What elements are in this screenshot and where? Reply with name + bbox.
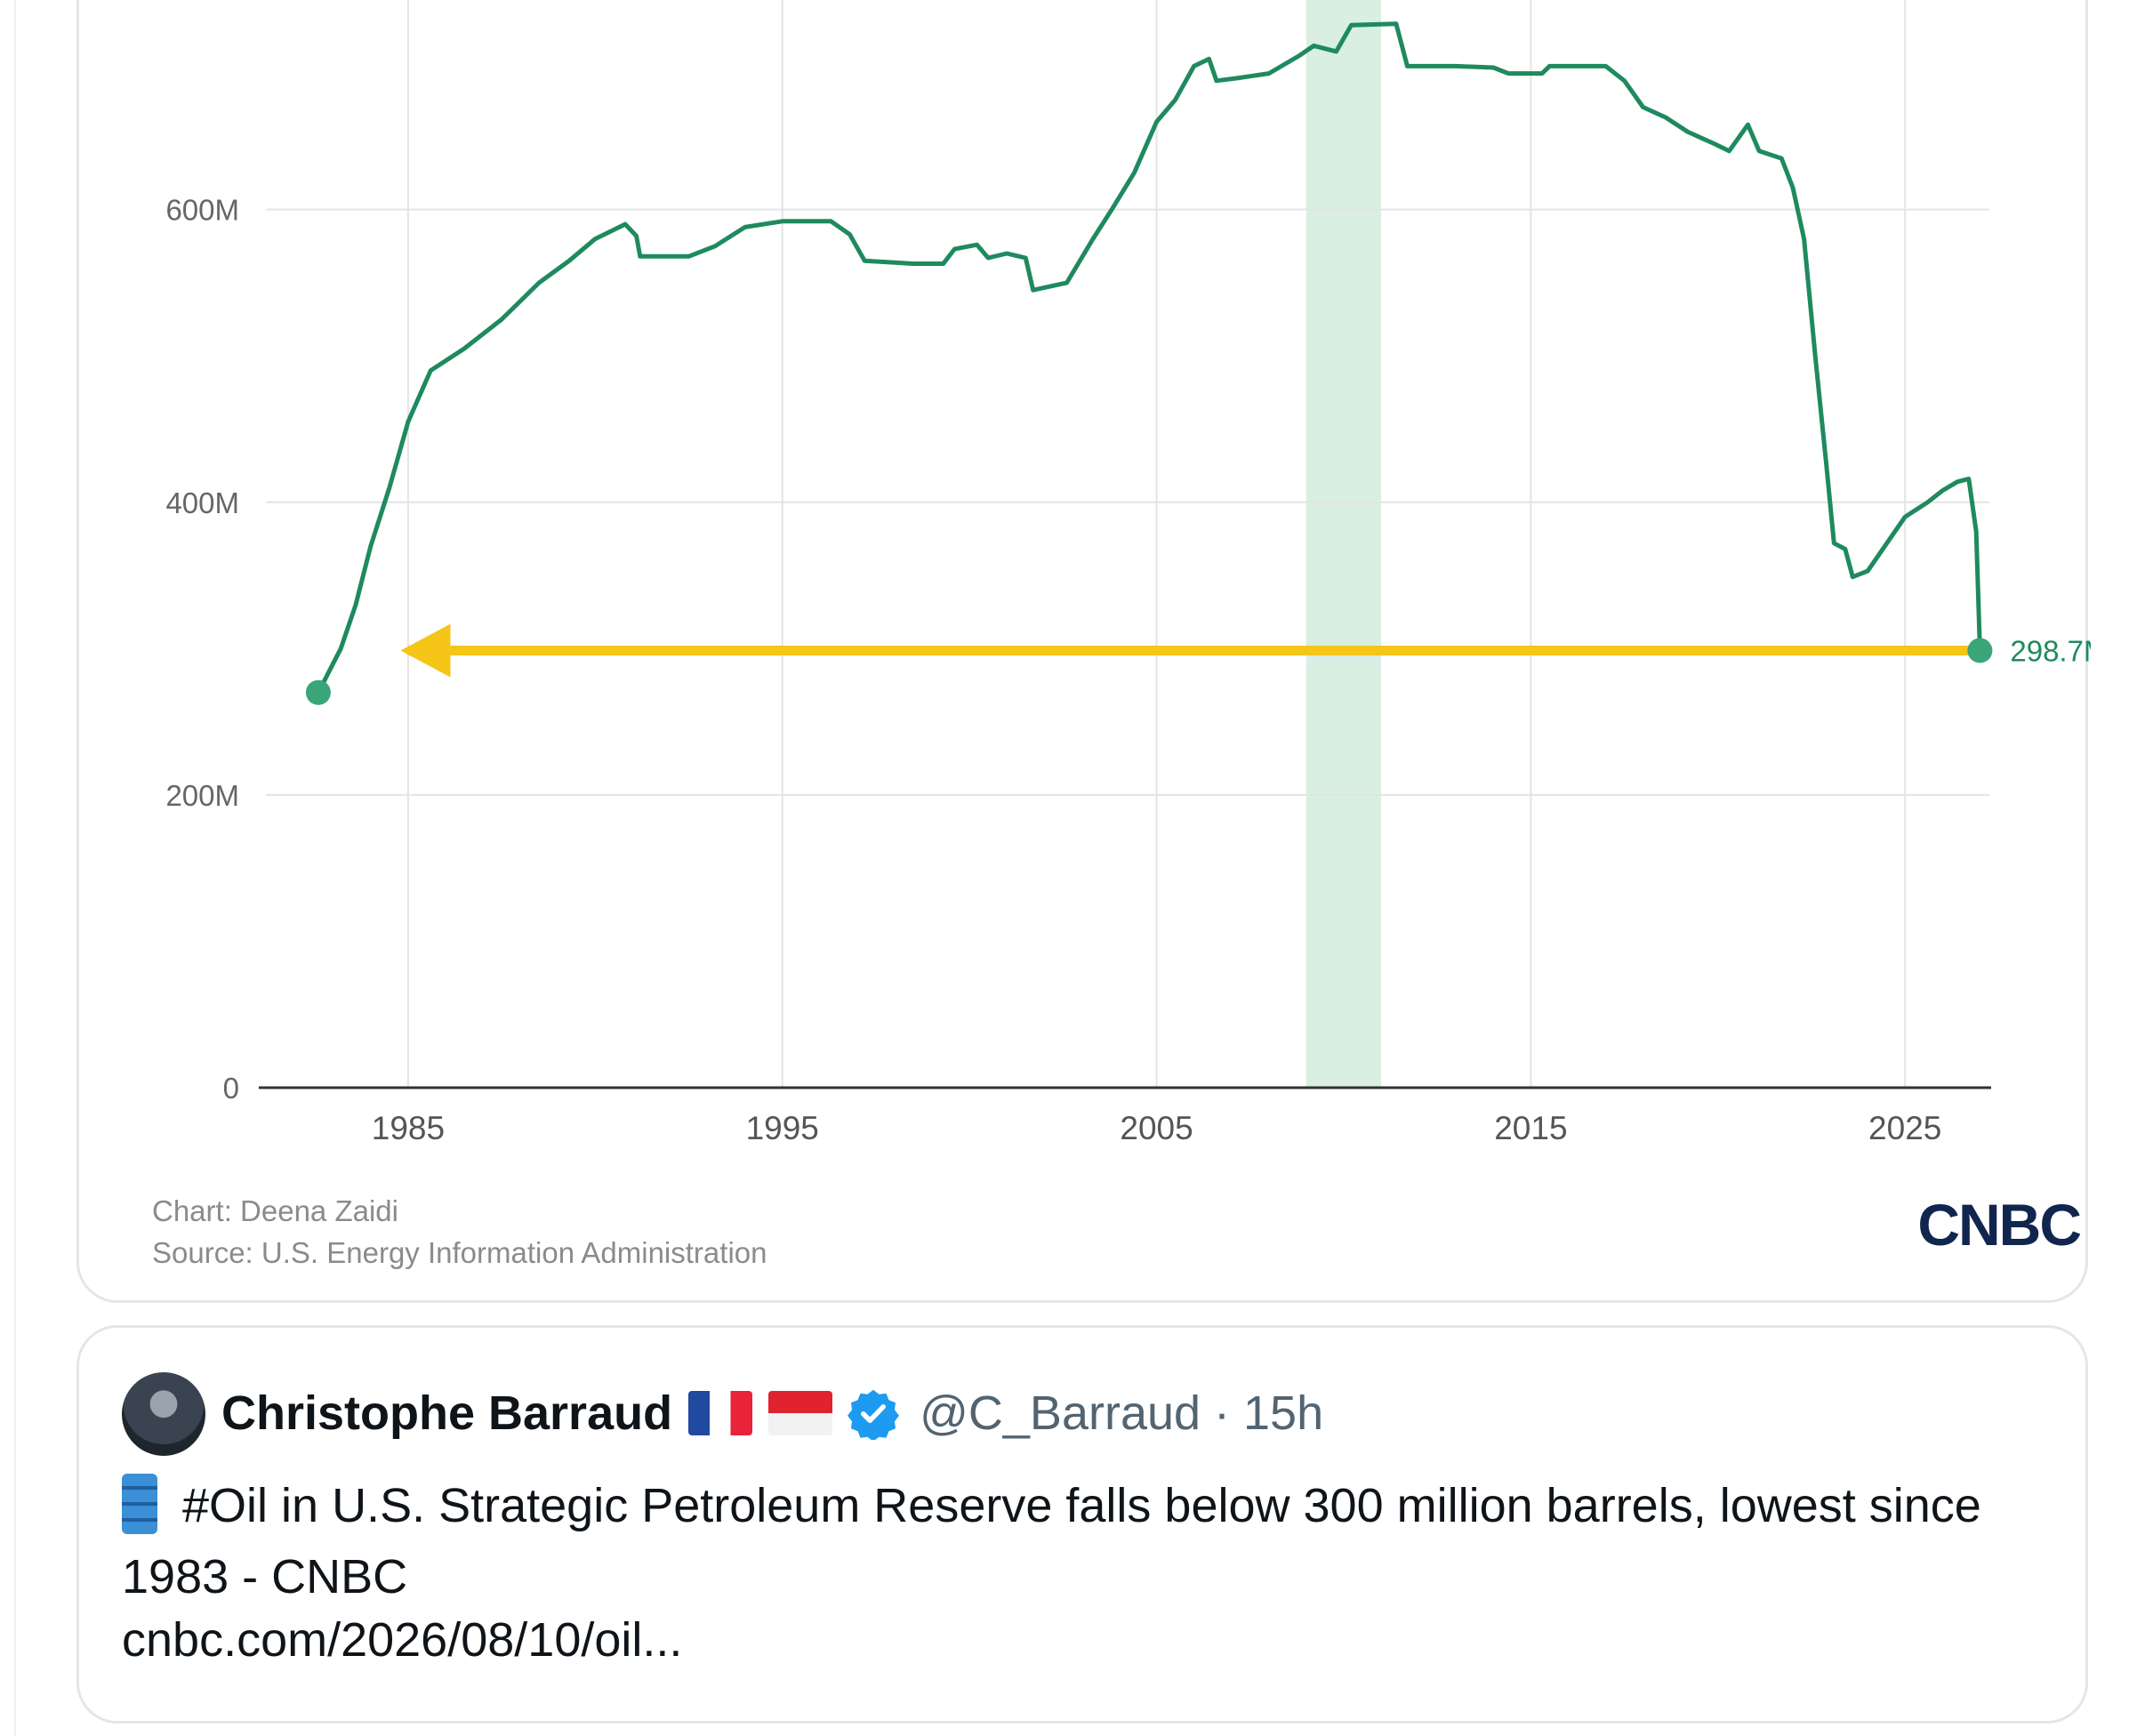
y-tick-label: 600M: [165, 194, 239, 227]
x-tick-label: 1995: [746, 1110, 819, 1146]
y-tick-label: 400M: [165, 486, 239, 519]
x-tick-label: 2025: [1868, 1110, 1941, 1146]
oil-barrel-icon: [122, 1474, 157, 1534]
avatar[interactable]: [122, 1372, 205, 1456]
chart-source: Source: U.S. Energy Information Administ…: [152, 1236, 767, 1269]
cnbc-logo: CNBC: [1917, 1192, 2082, 1258]
flag-indonesia-icon: [768, 1391, 833, 1435]
chart: 0 200M 400M 600M 1985 1995 2005 2015 2025 298.7M: [165, 0, 2091, 1146]
start-point: [305, 679, 331, 705]
x-tick-label: 2005: [1120, 1110, 1193, 1146]
article-link[interactable]: cnbc.com/2026/08/10/oil...: [122, 1613, 683, 1667]
quoted-tweet-body: #Oil in U.S. Strategic Petroleum Reserve…: [122, 1479, 1981, 1603]
end-point: [1967, 638, 1993, 663]
author-handle-timestamp[interactable]: @C_Barraud · 15h: [920, 1386, 1324, 1440]
end-value-label: 298.7M: [2010, 634, 2091, 667]
comparison-arrowhead: [400, 623, 451, 678]
x-tick-label: 1985: [372, 1110, 445, 1146]
x-tick-label: 2015: [1494, 1110, 1567, 1146]
y-tick-label: 0: [223, 1072, 239, 1105]
chart-card[interactable]: 0200M400M600M19851995200520152025298.7M …: [76, 0, 2091, 1303]
timeline-divider: [14, 0, 16, 1736]
y-tick-label: 200M: [165, 779, 239, 812]
series-line: [316, 21, 1982, 694]
quoted-tweet-text: #Oil in U.S. Strategic Petroleum Reserve…: [122, 1470, 2043, 1612]
flag-france-icon: [688, 1391, 753, 1435]
chart-credit: Chart: Deena Zaidi: [152, 1194, 398, 1227]
quoted-tweet[interactable]: Christophe Barraud @C_Barraud · 15h #Oil…: [76, 1325, 2088, 1724]
author-name[interactable]: Christophe Barraud: [221, 1386, 673, 1440]
recession-band: [1305, 0, 1382, 1088]
verified-badge-icon: [848, 1389, 900, 1440]
quoted-tweet-header: Christophe Barraud @C_Barraud · 15h: [221, 1378, 1323, 1449]
